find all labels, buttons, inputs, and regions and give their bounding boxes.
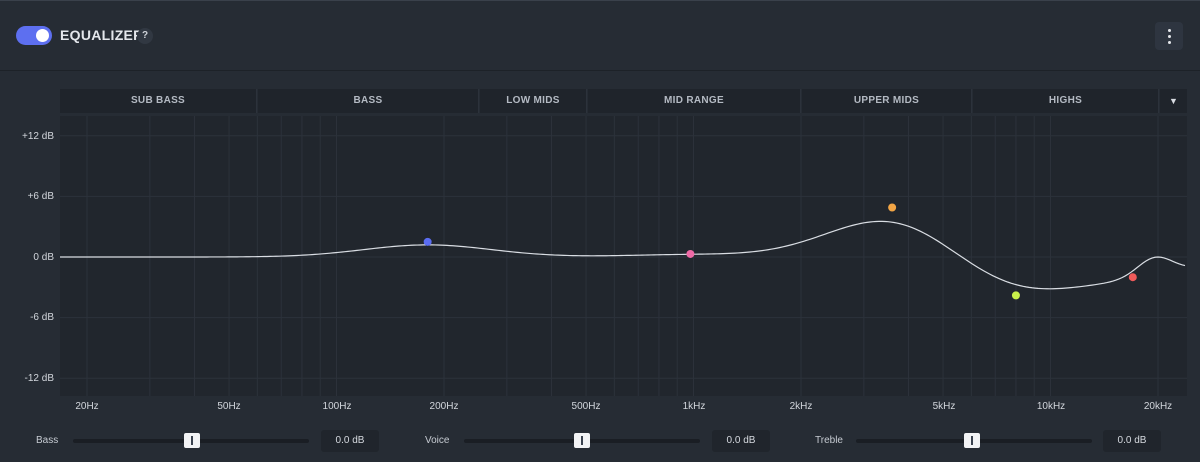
freq-label: 2kHz <box>789 401 813 412</box>
frequency-response-graph[interactable] <box>60 116 1187 396</box>
freq-label: 1kHz <box>682 401 706 412</box>
freq-label: 100Hz <box>322 401 352 412</box>
treble-slider-label: Treble <box>815 435 843 446</box>
bass-value[interactable]: 0.0 dB <box>321 430 379 452</box>
more-options-button[interactable] <box>1155 22 1183 50</box>
eq-curve <box>60 220 1186 290</box>
kebab-dot <box>1167 28 1171 32</box>
eq-point-handle-4[interactable] <box>1011 291 1020 300</box>
toggle-knob <box>36 29 49 42</box>
kebab-dot <box>1167 40 1171 44</box>
bass-slider-label: Bass <box>36 435 59 446</box>
band-low-mids[interactable]: LOW MIDS <box>480 89 587 113</box>
band-highs[interactable]: HIGHS <box>973 89 1159 113</box>
voice-slider-label: Voice <box>425 435 450 446</box>
treble-value[interactable]: 0.0 dB <box>1103 430 1161 452</box>
freq-label: 20Hz <box>75 401 99 412</box>
band-upper-mids[interactable]: UPPER MIDS <box>802 89 972 113</box>
equalizer-toggle[interactable] <box>16 26 52 45</box>
freq-label: 50Hz <box>217 401 241 412</box>
db-label: 0 dB <box>33 252 54 263</box>
eq-point-handle-1[interactable] <box>423 237 432 246</box>
eq-point-handle-2[interactable] <box>686 249 695 258</box>
bass-slider-thumb[interactable] <box>184 433 200 448</box>
freq-label: 20kHz <box>1143 401 1173 412</box>
help-icon[interactable]: ? <box>137 28 153 44</box>
eq-point-handle-5[interactable] <box>1128 273 1137 282</box>
db-label: +6 dB <box>27 191 54 202</box>
eq-point-handle-3[interactable] <box>888 203 897 212</box>
band-bass[interactable]: BASS <box>258 89 479 113</box>
kebab-dot <box>1167 34 1171 38</box>
treble-slider-thumb[interactable] <box>964 433 980 448</box>
freq-label: 5kHz <box>932 401 956 412</box>
band-sub-bass[interactable]: SUB BASS <box>60 89 257 113</box>
voice-value[interactable]: 0.0 dB <box>712 430 770 452</box>
voice-slider-thumb[interactable] <box>574 433 590 448</box>
freq-label: 200Hz <box>429 401 459 412</box>
eq-curve-svg <box>60 116 1187 396</box>
freq-label: 10kHz <box>1036 401 1066 412</box>
equalizer-header: EQUALIZER ? <box>0 1 1200 71</box>
equalizer-title: EQUALIZER <box>60 27 144 43</box>
db-label: -12 dB <box>24 373 54 384</box>
db-label: +12 dB <box>22 131 54 142</box>
chevron-down-icon[interactable]: ▼ <box>1160 89 1187 113</box>
band-tabs: SUB BASS BASS LOW MIDS MID RANGE UPPER M… <box>0 89 1200 113</box>
band-mid-range[interactable]: MID RANGE <box>588 89 801 113</box>
freq-label: 500Hz <box>571 401 601 412</box>
db-label: -6 dB <box>30 312 54 323</box>
